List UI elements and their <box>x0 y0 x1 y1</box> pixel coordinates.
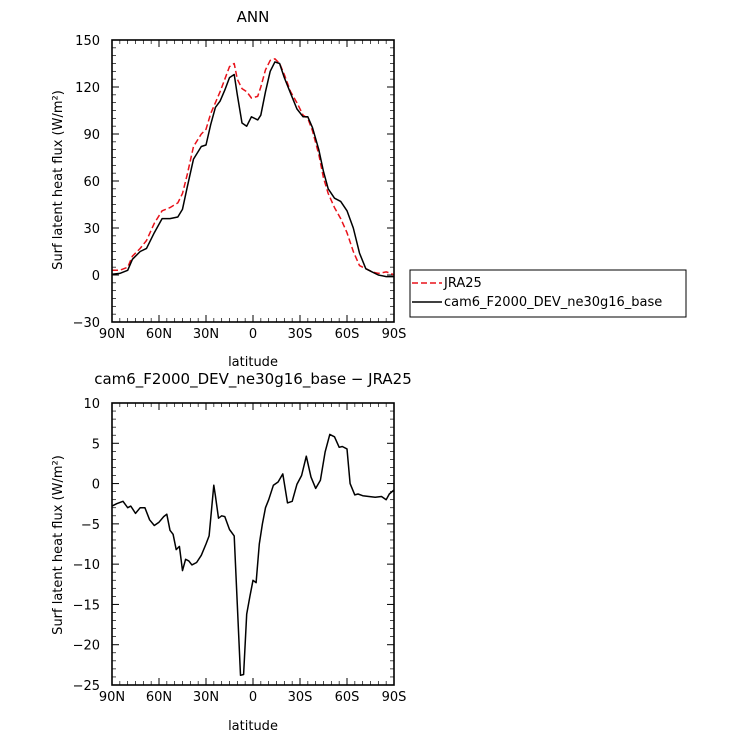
x-tick-label: 60S <box>335 690 360 705</box>
x-tick-label: 60S <box>335 327 360 342</box>
x-tick-label: 30N <box>193 327 219 342</box>
x-tick-label: 90N <box>99 690 125 705</box>
x-tick-label: 60N <box>146 327 172 342</box>
x-tick-label: 60N <box>146 690 172 705</box>
y-tick-label: 90 <box>83 128 100 143</box>
top-panel-series <box>111 58 395 278</box>
top-panel-tick-labels: 90N 60N 30N 0 30S 60S 90S −30 0 30 60 90 120 150 <box>73 34 407 342</box>
x-tick-label: 0 <box>249 327 257 342</box>
series-line-1 <box>111 61 394 278</box>
legend: JRA25 cam6_F2000_DEV_ne30g16_base <box>409 269 687 318</box>
bottom-panel-difference: cam6_F2000_DEV_ne30g16_base − JRA25 lati… <box>51 370 412 734</box>
top-panel-y-axis-label: Surf latent heat flux (W/m²) <box>51 90 66 270</box>
bottom-panel-ticks <box>111 402 395 686</box>
bottom-panel-y-axis-label: Surf latent heat flux (W/m²) <box>51 455 66 635</box>
x-tick-label: 0 <box>249 690 257 705</box>
series-line-0 <box>112 58 395 276</box>
y-tick-label: −20 <box>73 639 100 654</box>
x-tick-label: 30N <box>193 690 219 705</box>
y-tick-label: 30 <box>83 222 100 237</box>
bottom-panel-series <box>111 433 395 677</box>
x-tick-label: 90S <box>382 327 407 342</box>
y-tick-label: −15 <box>73 598 100 613</box>
y-tick-label: 10 <box>83 397 100 412</box>
bottom-panel-frame <box>111 402 395 686</box>
y-tick-label: 0 <box>92 269 100 284</box>
x-tick-label: 90S <box>382 690 407 705</box>
y-tick-label: 60 <box>83 175 100 190</box>
top-panel-x-axis-label: latitude <box>228 355 278 370</box>
legend-label-cam6: cam6_F2000_DEV_ne30g16_base <box>444 295 662 310</box>
y-tick-label: −30 <box>73 316 100 331</box>
y-tick-label: 150 <box>75 34 100 49</box>
legend-label-jra25: JRA25 <box>443 276 482 291</box>
top-panel-annual-mean: ANN latitude Surf latent heat flux (W/m²… <box>51 8 406 370</box>
y-tick-label: 0 <box>92 478 100 493</box>
legend-box <box>409 269 687 318</box>
y-tick-label: 5 <box>92 437 100 452</box>
series-line-0 <box>111 433 395 677</box>
x-tick-label: 90N <box>99 327 125 342</box>
x-tick-label: 30S <box>288 690 313 705</box>
y-tick-label: −10 <box>73 558 100 573</box>
top-panel-ticks <box>111 39 395 323</box>
y-tick-label: −5 <box>81 518 100 533</box>
bottom-panel-tick-labels: 90N 60N 30N 0 30S 60S 90S −25 −20 −15 −10 −5 0 5 10 <box>73 397 407 705</box>
y-tick-label: 120 <box>75 81 100 96</box>
x-tick-label: 30S <box>288 327 313 342</box>
top-panel-title: ANN <box>237 8 270 26</box>
bottom-panel-x-axis-label: latitude <box>228 719 278 734</box>
top-panel-frame <box>111 39 395 323</box>
y-tick-label: −25 <box>73 679 100 694</box>
bottom-panel-title: cam6_F2000_DEV_ne30g16_base − JRA25 <box>94 370 412 389</box>
